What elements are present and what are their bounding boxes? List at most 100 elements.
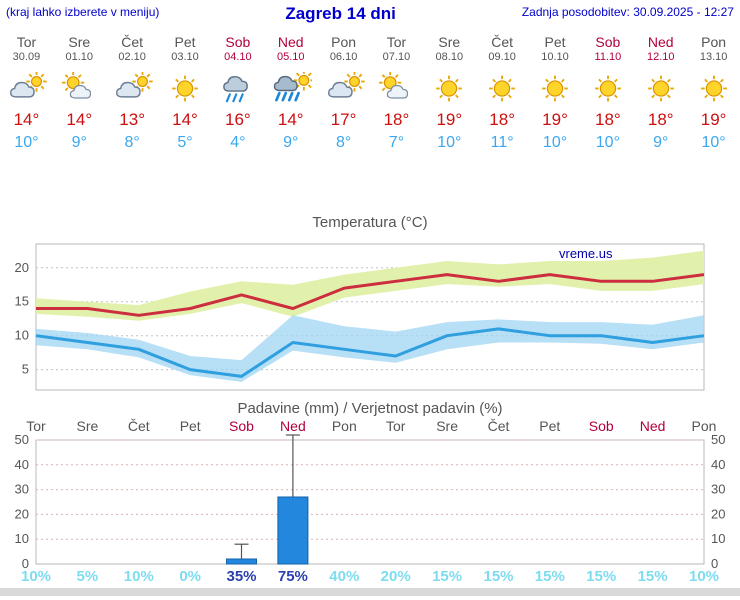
day-name: Pon: [331, 34, 357, 50]
max-temp-line: [36, 273, 705, 317]
day-date: 07.10: [382, 51, 411, 63]
day-min-temp: 7°: [388, 134, 405, 151]
day-column: Sre 01.10 14° 9°: [53, 30, 106, 168]
y-tick-right: 20: [711, 506, 725, 521]
cloudy-weather-icon: [111, 70, 153, 106]
day-date: 30.09: [12, 51, 41, 63]
day-min-temp: 11°: [490, 134, 514, 151]
y-tick-left: 50: [15, 432, 29, 447]
days-row: Tor 30.09 14° 10° Sre 01.10 14° 9° Čet 02.10 13° 8°…: [0, 30, 740, 168]
day-column: Tor 07.10 18° 7°: [370, 30, 423, 168]
precip-day-label: Čet: [488, 418, 510, 434]
day-name: Sob: [225, 34, 251, 50]
day-name: Sre: [438, 34, 461, 50]
plot-border: [35, 439, 705, 565]
precip-day-label: Sre: [77, 418, 99, 434]
partly-weather-icon: [58, 70, 100, 106]
precip-probability: 15%: [586, 568, 616, 585]
day-date: 11.10: [594, 51, 622, 63]
precip-probability: 15%: [638, 568, 668, 585]
day-column: Ned 12.10 18° 9°: [634, 30, 687, 168]
sunny-weather-icon: [534, 70, 576, 106]
day-min-temp: 5°: [177, 134, 193, 151]
day-min-temp: 10°: [701, 134, 726, 151]
day-name: Tor: [386, 34, 407, 50]
day-max-temp: 14°: [66, 110, 93, 129]
day-min-temp: 9°: [71, 134, 87, 151]
precip-day-label: Pet: [539, 418, 560, 434]
day-date: 06.10: [329, 51, 358, 63]
day-max-temp: 18°: [489, 110, 516, 129]
day-min-temp: 4°: [230, 134, 246, 151]
precip-chart-title: Padavine (mm) / Verjetnost padavin (%): [237, 400, 503, 417]
day-name: Čet: [491, 34, 514, 50]
min-temp-line: [35, 327, 705, 378]
day-min-temp: 10°: [14, 134, 39, 151]
precip-probability: 5%: [77, 568, 99, 585]
day-min-temp: 8°: [124, 134, 140, 151]
y-tick-right: 50: [711, 432, 725, 447]
y-tick-left: 20: [15, 506, 29, 521]
day-column: Sob 11.10 18° 10°: [581, 30, 634, 168]
y-tick-right: 40: [711, 457, 725, 472]
precip-day-label: Tor: [26, 418, 46, 434]
day-column: Čet 02.10 13° 8°: [106, 30, 159, 168]
day-name: Ned: [277, 34, 304, 50]
day-column: Sob 04.10 16° 4°: [211, 30, 264, 168]
precip-probability: 15%: [432, 568, 462, 585]
day-min-temp: 9°: [653, 134, 669, 151]
day-column: Pon 06.10 17° 8°: [317, 30, 370, 168]
page-title: Zagreb 14 dni: [285, 4, 396, 23]
day-column: Tor 30.09 14° 10°: [0, 30, 53, 168]
y-tick-left: 40: [15, 457, 29, 472]
partly-weather-icon: [375, 70, 417, 106]
header: (kraj lahko izberete v meniju) Zagreb 14…: [0, 0, 740, 26]
precip-probability: 10%: [124, 568, 154, 585]
y-tick-label: 10: [15, 328, 29, 343]
day-max-temp: 14°: [13, 110, 40, 129]
day-name: Pet: [174, 34, 196, 50]
sunny-weather-icon: [693, 70, 735, 106]
day-date: 02.10: [118, 51, 146, 63]
precip-probability: 10%: [689, 568, 719, 585]
day-max-temp: 19°: [542, 110, 568, 129]
precip-probability: 20%: [381, 568, 411, 585]
y-tick-label: 20: [15, 260, 29, 275]
precip-probability: 40%: [329, 568, 359, 585]
precip-day-label: Pon: [332, 418, 357, 434]
precip-day-label: Čet: [128, 418, 150, 434]
day-date: 01.10: [65, 51, 94, 63]
precip-day-label: Ned: [280, 418, 306, 434]
precip-bar: [226, 558, 257, 565]
precip-probability: 15%: [483, 568, 513, 585]
cloudy-weather-icon: [5, 70, 48, 106]
day-date: 03.10: [171, 51, 199, 63]
day-max-temp: 19°: [700, 110, 727, 129]
precip-probability: 0%: [179, 568, 201, 585]
min-temp-band: [36, 315, 704, 382]
precip-day-label: Pon: [692, 418, 717, 434]
day-column: Čet 09.10 18° 11°: [476, 30, 529, 168]
y-tick-right: 30: [711, 482, 725, 497]
day-date: 04.10: [224, 51, 252, 63]
day-max-temp: 18°: [595, 110, 621, 129]
y-tick-left: 0: [22, 556, 29, 571]
day-column: Sre 08.10 19° 10°: [423, 30, 476, 168]
precip-day-label: Sre: [436, 418, 458, 434]
day-max-temp: 16°: [225, 110, 251, 129]
watermark: vreme.us: [559, 246, 613, 261]
day-max-temp: 14°: [277, 110, 304, 129]
temperature-chart: 5 10 15 20 vreme.us: [15, 243, 705, 391]
day-min-temp: 9°: [283, 134, 299, 151]
day-name: Pon: [701, 34, 727, 50]
cloudy-weather-icon: [323, 70, 365, 106]
sunny-weather-icon: [640, 70, 682, 106]
day-date: 10.10: [541, 51, 569, 63]
day-max-temp: 14°: [172, 110, 198, 129]
day-name: Sre: [68, 34, 91, 50]
sunny-weather-icon: [164, 70, 206, 106]
day-min-temp: 8°: [335, 134, 352, 151]
rainsun-weather-icon: [270, 70, 312, 106]
sunny-weather-icon: [428, 70, 470, 106]
sunny-weather-icon: [587, 70, 629, 106]
